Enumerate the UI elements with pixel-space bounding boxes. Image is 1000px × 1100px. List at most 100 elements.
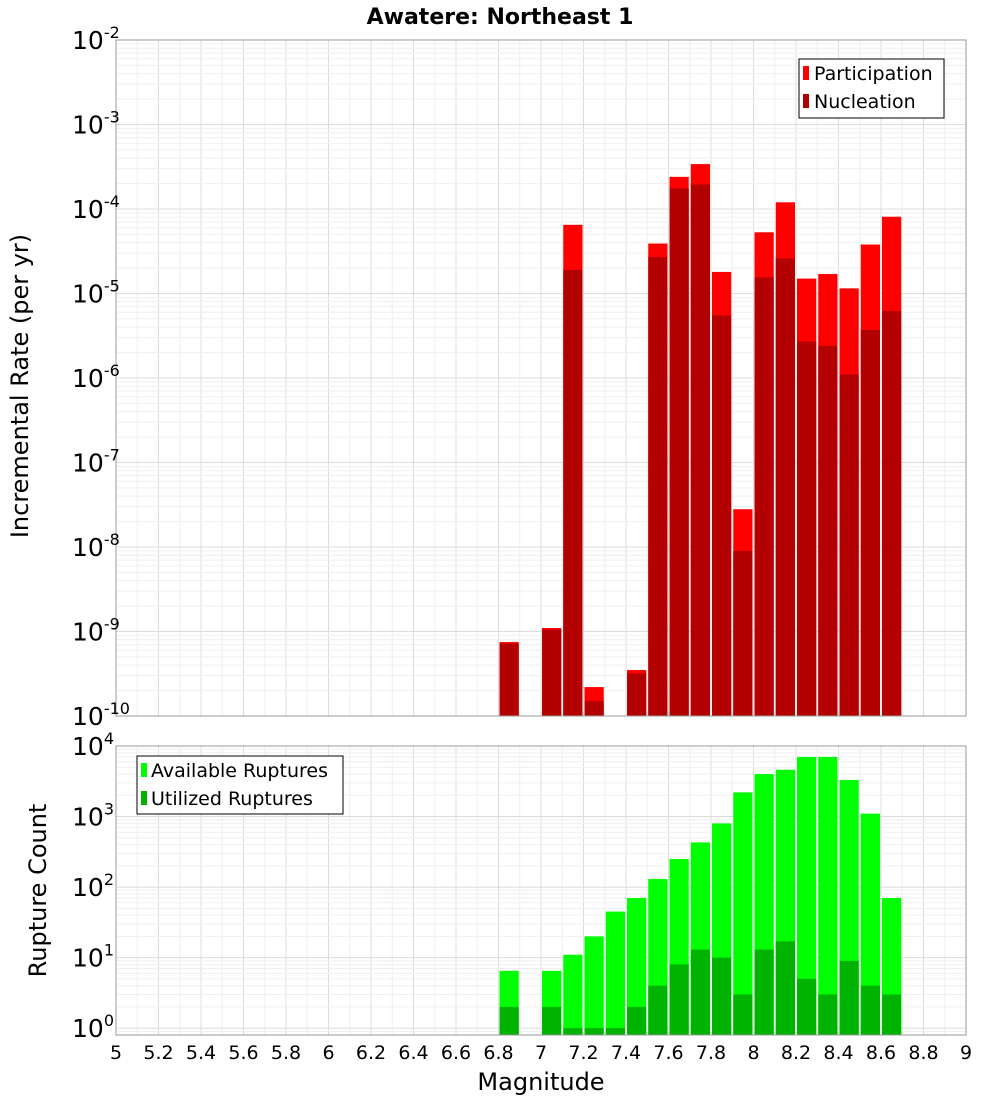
nucleation-bar [563,269,583,716]
nucleation-bar [797,341,817,716]
utilized-bar [839,960,859,1035]
utilized-bar [818,994,838,1035]
utilized-bar [499,1006,519,1035]
count-y-axis-label: Rupture Count [24,804,52,978]
y-tick-exponent: -10 [104,699,130,718]
nucleation-bar [712,315,732,716]
y-tick-exponent: 3 [104,800,114,819]
chart-title: Awatere: Northeast 1 [367,5,634,30]
y-tick-exponent: -3 [104,108,120,127]
y-tick-base: 10 [72,702,104,731]
y-tick-label: 10-2 [72,23,120,55]
y-tick-exponent: -4 [104,192,120,211]
y-tick-base: 10 [72,364,104,393]
y-tick-label: 104 [72,729,114,761]
utilized-bar [605,1028,625,1035]
utilized-bar [690,949,710,1035]
nucleation-bar [584,701,604,716]
rate-legend: Participation Nucleation [798,58,945,119]
rate-y-axis-label: Incremental Rate (per yr) [6,234,34,538]
nucleation-bar [860,329,880,716]
nucleation-bar [648,257,668,716]
y-tick-base: 10 [72,1014,104,1043]
y-tick-exponent: 4 [104,729,114,748]
available-bar [733,792,753,1035]
utilized-bar [797,978,817,1035]
utilized-bar [754,949,774,1035]
y-tick-base: 10 [72,449,104,478]
y-tick-exponent: -8 [104,530,120,549]
utilized-bar [712,957,732,1035]
available-bar [563,954,583,1035]
available-bar [818,756,838,1035]
nucleation-swatch [803,94,809,108]
y-tick-base: 10 [72,280,104,309]
nucleation-bar [882,311,902,716]
nucleation-bar [754,277,774,716]
available-bar [797,756,817,1035]
x-tick-label: 6.8 [483,1042,513,1064]
x-tick-label: 7.4 [611,1042,641,1064]
utilized-bar [733,994,753,1035]
y-tick-label: 100 [72,1011,114,1043]
utilized-bar [563,1028,583,1035]
x-tick-label: 8.6 [866,1042,896,1064]
utilized-bar [669,964,689,1035]
rate-panel: 10-210-310-410-510-610-710-810-910-10 In… [6,23,967,731]
y-tick-exponent: -5 [104,277,120,296]
available-legend-label: Available Ruptures [151,760,328,782]
y-tick-base: 10 [72,533,104,562]
rate-legend-box [798,58,945,119]
count-legend: Available Ruptures Utilized Ruptures [136,755,344,815]
utilized-bar [775,941,795,1035]
x-tick-label: 7.8 [696,1042,726,1064]
utilized-bar [648,985,668,1035]
x-tick-label: 6.2 [356,1042,386,1064]
nucleation-bar [627,673,647,716]
utilized-swatch [141,791,147,805]
y-tick-base: 10 [72,803,104,832]
nucleation-bar [775,258,795,716]
nucleation-bar [669,188,689,717]
y-tick-exponent: -9 [104,615,120,634]
rate-bars [499,164,902,717]
y-tick-base: 10 [72,873,104,902]
utilized-bar [542,1006,562,1035]
count-bars [499,756,902,1035]
y-tick-base: 10 [72,195,104,224]
y-tick-label: 101 [72,941,114,973]
participation-swatch [803,66,809,80]
x-tick-label: 5.4 [186,1042,216,1064]
y-tick-label: 103 [72,800,114,832]
y-tick-label: 10-5 [72,277,120,309]
x-tick-label: 8.4 [823,1042,853,1064]
y-tick-exponent: -7 [104,446,120,465]
available-bar [627,898,647,1035]
count-plot-border [115,745,967,1036]
x-tick-label: 7.2 [568,1042,598,1064]
y-tick-label: 10-4 [72,192,120,224]
y-tick-base: 10 [72,618,104,647]
y-tick-label: 10-8 [72,530,120,562]
y-tick-label: 10-7 [72,446,120,478]
y-tick-base: 10 [72,944,104,973]
nucleation-bar [542,629,562,716]
x-tick-label: 5.2 [143,1042,173,1064]
y-tick-exponent: 0 [104,1011,114,1030]
x-tick-label: 6 [322,1042,334,1064]
x-tick-label: 5.6 [228,1042,258,1064]
utilized-bar [627,1006,647,1035]
participation-legend-label: Participation [814,63,933,85]
utilized-legend-label: Utilized Ruptures [151,788,313,810]
y-tick-label: 10-10 [72,699,130,731]
x-tick-label: 8.2 [781,1042,811,1064]
y-tick-exponent: -6 [104,361,120,380]
nucleation-bar [499,643,519,716]
utilized-bar [860,985,880,1035]
x-tick-label: 7 [535,1042,547,1064]
x-tick-label: 8 [747,1042,759,1064]
y-tick-exponent: 2 [104,870,114,889]
